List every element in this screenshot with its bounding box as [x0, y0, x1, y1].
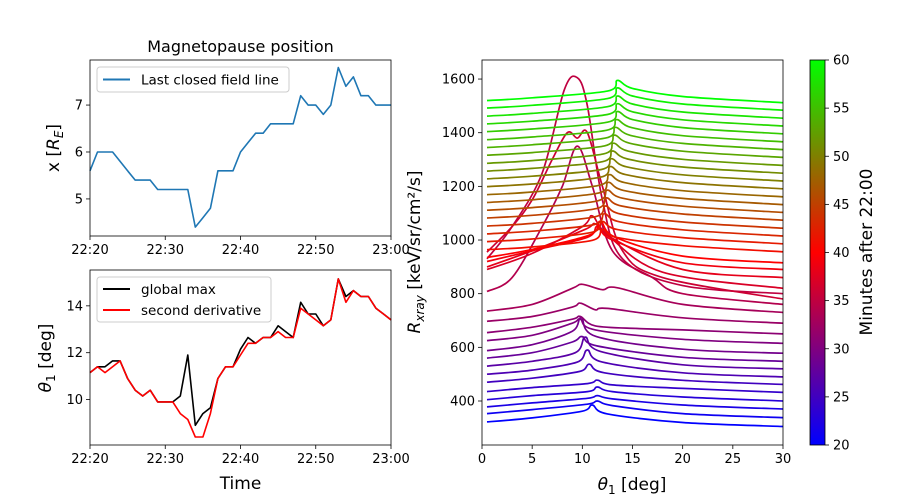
x-tick-label: 22:20 — [71, 243, 108, 258]
theta-chart: 22:20 22:30 22:40 22:50 23:00 10 12 14 θ1 [deg]… — [36, 269, 410, 494]
y-tick-label: 800 — [450, 287, 475, 302]
spectrum-curve-39 — [486, 225, 783, 271]
spectrum-curve-42 — [486, 220, 783, 245]
x-tick-label: 5 — [528, 452, 536, 467]
spectrum-curve-30 — [486, 318, 783, 345]
spectrum-curve-57 — [486, 102, 783, 127]
spectrum-curve-25 — [486, 363, 783, 386]
colorbar: 20 25 30 35 40 45 50 55 60 Minutes after 22:00 — [809, 54, 877, 454]
colorbar-tick-label: 45 — [833, 198, 850, 213]
y-tick-label: 1600 — [442, 73, 475, 88]
spectrum-curve-44 — [486, 205, 783, 230]
y-tick-label: 600 — [450, 341, 475, 356]
colorbar-label: Minutes after 22:00 — [857, 169, 877, 336]
x-tick-label: 0 — [478, 452, 486, 467]
spectrum-curve-28 — [486, 335, 783, 363]
y-tick-label: 400 — [450, 395, 475, 410]
y-tick-label: 12 — [66, 346, 83, 361]
spectrum-curve-22 — [486, 394, 783, 410]
chart-title: Magnetopause position — [147, 37, 334, 56]
colorbar-tick-label: 30 — [833, 342, 850, 357]
x-tick-label: 15 — [624, 452, 641, 467]
spectrum-curve-29 — [486, 316, 783, 355]
spectrum-curve-52 — [486, 142, 783, 167]
y-tick-label: 7 — [75, 99, 83, 114]
colorbar-tick-label: 55 — [833, 102, 850, 117]
spectrum-curve-48 — [486, 173, 783, 198]
spectrum-curve-54 — [486, 126, 783, 151]
y-axis-label: x [RE] — [44, 124, 66, 172]
x-tick-label: 30 — [775, 452, 792, 467]
y-tick-label: 6 — [75, 145, 83, 160]
spectrum-curve-26 — [486, 349, 783, 378]
spectrum-curve-51 — [486, 150, 783, 175]
x-tick-label: 22:40 — [222, 452, 259, 467]
spectrum-curve-56 — [486, 110, 783, 135]
x-axis-label: Time — [219, 474, 262, 494]
spectrum-curve-60 — [486, 79, 783, 104]
spectrum-curve-43 — [486, 212, 783, 237]
colorbar-tick-label: 25 — [833, 390, 850, 405]
colorbar-tick-label: 35 — [833, 294, 850, 309]
spectrum-curve-53 — [486, 134, 783, 159]
spectrum-curve-21 — [486, 400, 783, 419]
spectrum-curve-41 — [486, 228, 783, 253]
xray-spectra-chart: 0 5 10 15 20 25 30 400 600 800 1000 1200 1400 1600 Rx… — [405, 59, 792, 497]
magnetopause-chart: Magnetopause position 22:20 22:30 22:40 22:… — [44, 37, 410, 258]
y-tick-label: 1000 — [442, 234, 475, 249]
x-tick-label: 22:50 — [297, 243, 334, 258]
spectrum-curve-55 — [486, 118, 783, 143]
y-tick-label: 1400 — [442, 126, 475, 141]
spectrum-curve-23 — [486, 386, 783, 402]
x-tick-label: 10 — [574, 452, 591, 467]
spectrum-curve-46 — [486, 189, 783, 214]
spectrum-curve-36 — [486, 129, 783, 300]
spectrum-curve-49 — [486, 165, 783, 190]
colorbar-tick-label: 60 — [833, 54, 850, 69]
series-line — [89, 66, 391, 228]
x-tick-label: 22:30 — [147, 243, 184, 258]
colorbar-tick-label: 50 — [833, 150, 850, 165]
y-axis-label: Rxray [keV/sr/cm²/s] — [405, 171, 427, 334]
spectrum-curve-45 — [486, 197, 783, 222]
x-tick-label: 23:00 — [372, 243, 409, 258]
y-tick-label: 5 — [75, 192, 83, 207]
x-tick-label: 22:20 — [71, 452, 108, 467]
x-tick-label: 22:50 — [297, 452, 334, 467]
x-tick-label: 23:00 — [372, 452, 409, 467]
y-tick-label: 14 — [66, 299, 83, 314]
spectrum-curve-24 — [486, 379, 783, 394]
spectrum-curve-20 — [486, 404, 783, 428]
spectrum-curve-50 — [486, 157, 783, 182]
x-tick-label: 22:40 — [222, 243, 259, 258]
legend: global max second derivative — [96, 276, 272, 323]
colorbar-tick-label: 20 — [833, 439, 850, 454]
y-tick-label: 10 — [66, 393, 83, 408]
y-tick-label: 1200 — [442, 180, 475, 195]
y-axis-label: θ1 [deg] — [36, 324, 58, 393]
x-tick-label: 25 — [725, 452, 742, 467]
legend-label: global max — [141, 282, 216, 298]
spectrum-curve-34 — [486, 145, 783, 306]
x-tick-label: 20 — [674, 452, 691, 467]
legend-label: second derivative — [141, 303, 261, 319]
spectrum-curve-33 — [486, 283, 783, 314]
spectrum-curve-27 — [486, 336, 783, 370]
x-axis-label: θ1 [deg] — [598, 475, 667, 497]
spectrum-curve-59 — [486, 87, 783, 112]
x-tick-label: 22:30 — [147, 452, 184, 467]
series-line — [89, 278, 392, 438]
legend: Last closed field line — [96, 66, 290, 93]
spectrum-curve-58 — [486, 95, 783, 120]
spectrum-curve-31 — [486, 315, 783, 335]
spectrum-curve-32 — [486, 302, 783, 325]
colorbar-tick-label: 40 — [833, 246, 850, 261]
colorbar-gradient — [809, 59, 826, 446]
spectrum-curve-47 — [486, 181, 783, 206]
legend-label: Last closed field line — [141, 73, 279, 89]
